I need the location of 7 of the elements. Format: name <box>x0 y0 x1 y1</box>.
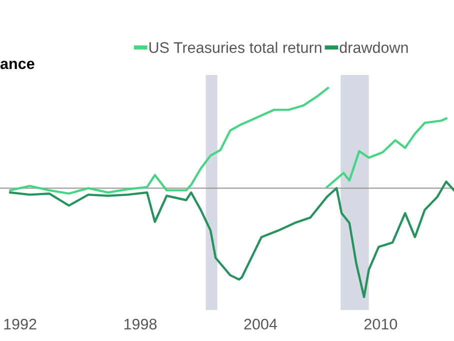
legend-label: US Treasuries total return <box>149 42 322 53</box>
legend-label: drawdown <box>340 42 408 53</box>
x-tick-label: 2004 <box>244 318 278 330</box>
x-tick-label: 2010 <box>364 318 398 330</box>
x-tick-label: 1992 <box>4 318 36 330</box>
chart-title: ance <box>0 60 34 70</box>
x-tick-label: 1998 <box>124 318 157 330</box>
